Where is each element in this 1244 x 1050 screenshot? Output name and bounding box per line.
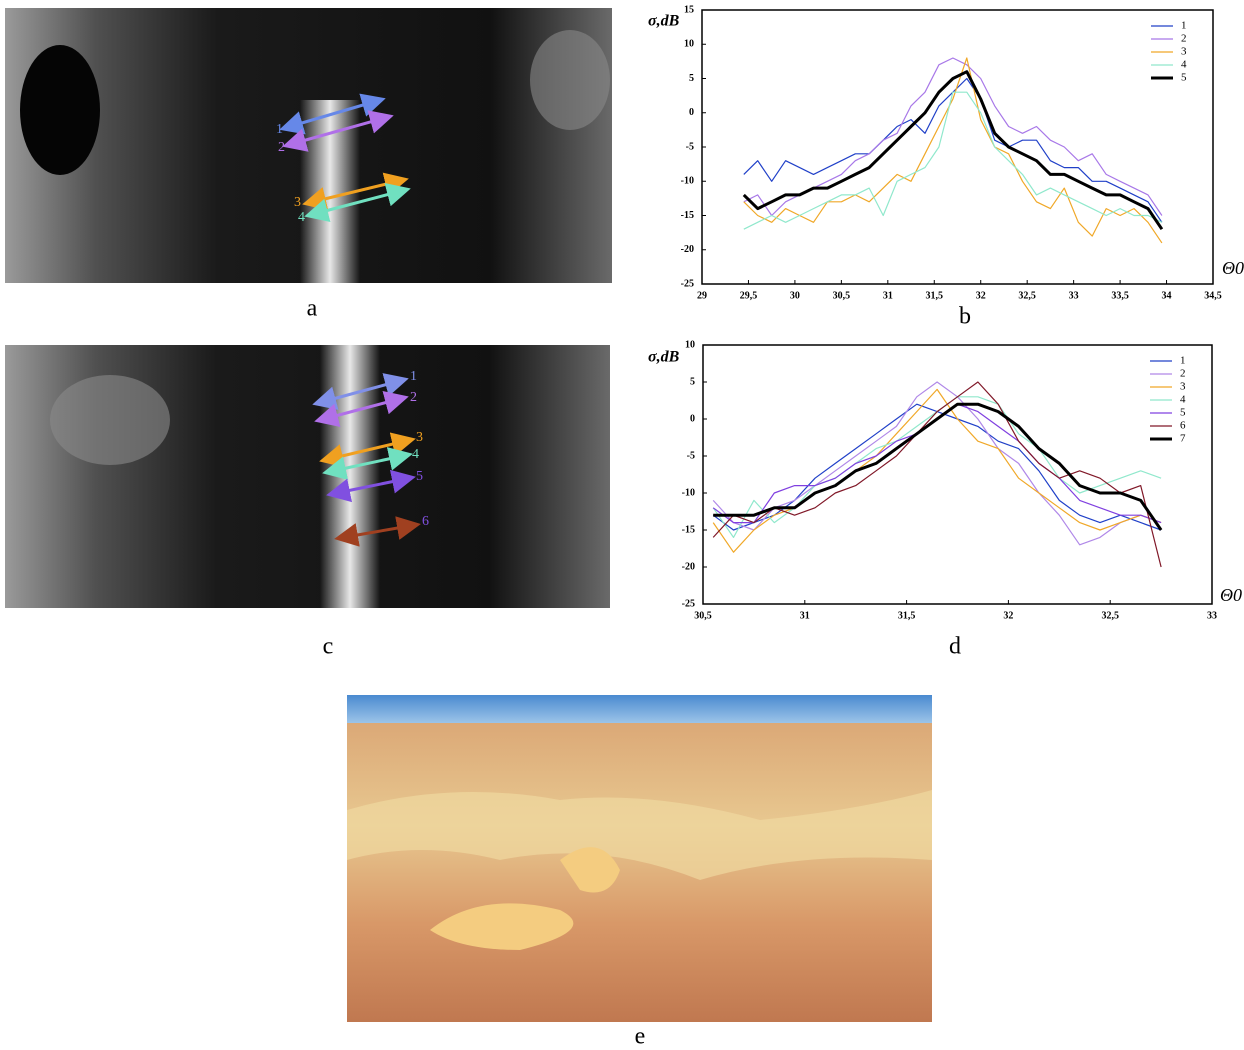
y-tick-label: -5 (687, 450, 695, 461)
series-line (712, 381, 1162, 568)
x-tick-label: 29 (697, 290, 707, 301)
legend-label: 4 (1180, 394, 1186, 406)
legend-label: 5 (1181, 72, 1187, 84)
x-tick-label: 31 (800, 610, 810, 621)
x-tick-label: 34,5 (1204, 290, 1222, 301)
marker-label: 3 (416, 430, 423, 445)
marker-label: 5 (416, 469, 423, 484)
y-axis-label: σ,dB (648, 349, 680, 366)
legend-label: 3 (1180, 381, 1186, 393)
y-tick-label: -5 (686, 141, 694, 152)
series-line (743, 91, 1163, 230)
legend-label: 7 (1180, 433, 1186, 445)
x-tick-label: 29,5 (740, 290, 758, 301)
x-tick-label: 30,5 (694, 610, 712, 621)
marker-label: 6 (422, 514, 429, 529)
plot-frame (702, 344, 1213, 605)
x-tick-label: 32,5 (1101, 610, 1119, 621)
plot-frame (701, 9, 1214, 285)
y-tick-label: 5 (689, 73, 694, 84)
series-line (743, 57, 1163, 244)
legend-label: 3 (1181, 46, 1187, 58)
legend-label: 1 (1180, 355, 1186, 367)
panel-label: a (307, 296, 318, 322)
desert-photo (347, 695, 932, 1022)
panel-label: b (959, 304, 971, 330)
y-tick-label: -25 (681, 278, 694, 289)
marker-label: 1 (410, 369, 417, 384)
series-line (712, 403, 1162, 524)
x-tick-label: 30 (790, 290, 800, 301)
marker-label: 2 (278, 140, 285, 155)
legend-label: 1 (1181, 20, 1187, 32)
panel-label: d (949, 634, 961, 660)
legend-label: 2 (1181, 33, 1187, 45)
y-tick-label: 0 (690, 413, 695, 424)
x-tick-label: 33 (1207, 610, 1217, 621)
y-tick-label: -10 (682, 487, 695, 498)
legend-label: 2 (1180, 368, 1186, 380)
x-tick-label: 31,5 (898, 610, 916, 621)
series-line (712, 388, 1162, 553)
x-tick-label: 33 (1069, 290, 1079, 301)
radar-image-a (5, 8, 612, 283)
x-tick-label: 33,5 (1111, 290, 1129, 301)
y-tick-label: -15 (682, 524, 695, 535)
series-line (713, 402, 1163, 531)
y-tick-label: -20 (682, 561, 695, 572)
arrows-c (312, 373, 421, 547)
radar-image-c (5, 345, 610, 608)
x-axis-label: Θ0 (1220, 585, 1242, 605)
y-tick-label: 10 (685, 339, 695, 350)
x-tick-label: 32 (1003, 610, 1013, 621)
marker-label: 1 (276, 122, 283, 137)
x-tick-label: 32,5 (1018, 290, 1036, 301)
series-line (712, 403, 1162, 531)
x-tick-label: 31 (883, 290, 893, 301)
series-line (712, 381, 1162, 546)
marker-label: 4 (412, 447, 419, 462)
x-tick-label: 30,5 (833, 290, 851, 301)
y-tick-label: 10 (684, 39, 694, 50)
arrows-a (279, 93, 411, 223)
legend-label: 4 (1181, 59, 1187, 71)
y-tick-label: -10 (681, 176, 694, 187)
x-tick-label: 32 (976, 290, 986, 301)
marker-label: 4 (298, 210, 305, 225)
y-tick-label: -25 (682, 598, 695, 609)
y-tick-label: 15 (684, 4, 694, 15)
panel-label: c (323, 634, 334, 660)
x-tick-label: 31,5 (926, 290, 944, 301)
series-line (742, 70, 1164, 231)
y-axis-label: σ,dB (648, 13, 680, 30)
legend-label: 6 (1180, 420, 1186, 432)
x-axis-label: Θ0 (1222, 258, 1244, 278)
x-tick-label: 34 (1162, 290, 1172, 301)
panel-label: e (635, 1024, 646, 1050)
marker-label: 2 (410, 390, 417, 405)
y-tick-label: 0 (689, 107, 694, 118)
marker-label: 3 (294, 195, 301, 210)
y-tick-label: -15 (681, 210, 694, 221)
y-tick-label: 5 (690, 376, 695, 387)
legend-label: 5 (1180, 407, 1186, 419)
y-tick-label: -20 (681, 244, 694, 255)
